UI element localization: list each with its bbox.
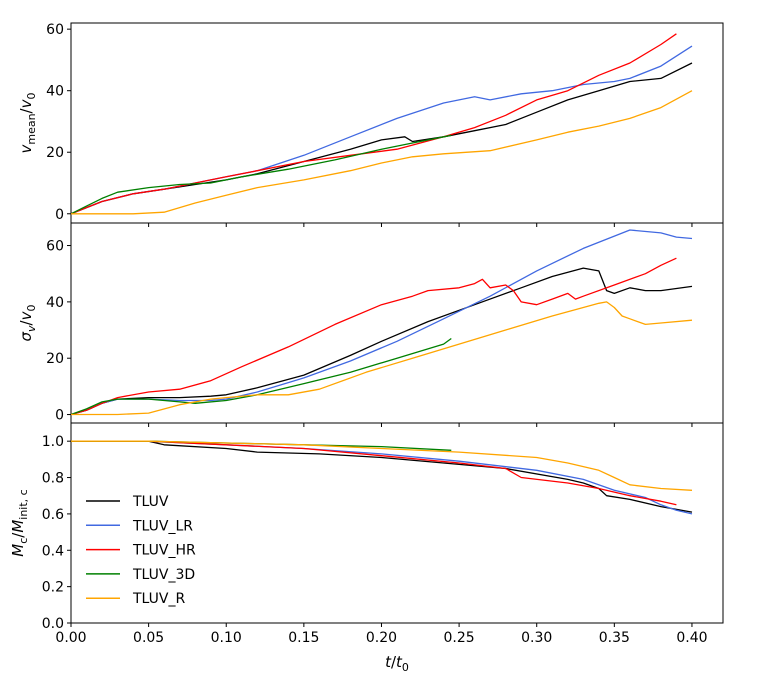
legend-label-tluv: TLUV: [132, 494, 169, 510]
legend-label-tluv-3d: TLUV_3D: [132, 567, 195, 583]
x-tick-label: 0.20: [366, 630, 397, 646]
tick-layer: 0 20 40 60 0 20 40 60 0.0 0.2 0.4 0.6 0.8 1.0 0.00 0.05…: [42, 22, 708, 646]
y-tick-label: 20: [46, 145, 64, 161]
y-tick-label: 0.8: [42, 471, 64, 487]
y-tick-label: 40: [46, 295, 64, 311]
y-tick-label: 1.0: [42, 434, 64, 450]
series-line-tluv-panel-1: [70, 62, 693, 215]
series-line-tluv-3d-panel-2: [70, 337, 452, 416]
legend-label-tluv-r: TLUV_R: [132, 591, 185, 607]
legend: TLUV TLUV_LR TLUV_HR TLUV_3D TLUV_R: [86, 494, 196, 607]
series-line-tluv-r-panel-1: [71, 90, 693, 215]
series-line-tluv-lr-panel-2: [70, 229, 693, 416]
panel-3-frame: [70, 422, 724, 624]
panel-1-ylabel: vmean/v0: [17, 92, 38, 153]
series-layer: [70, 33, 693, 515]
y-tick-label: 0.4: [42, 543, 64, 559]
y-tick-label: 40: [46, 84, 64, 100]
x-tick-label: 0.00: [55, 630, 86, 646]
series-line-tluv-r-panel-3: [71, 440, 693, 491]
panel-2-ylabel: σv/v0: [17, 305, 38, 342]
panel-1-frame: [70, 22, 724, 224]
series-line-tluv-3d-panel-1: [70, 134, 452, 215]
y-tick-label: 0.0: [42, 616, 64, 632]
x-tick-label: 0.15: [288, 630, 319, 646]
legend-label-tluv-hr: TLUV_HR: [132, 543, 196, 559]
y-tick-label: 0.2: [42, 580, 64, 596]
y-tick-label: 0: [55, 408, 64, 424]
series-line-tluv-hr-panel-3: [71, 440, 677, 506]
y-tick-label: 0: [55, 207, 64, 223]
y-tick-label: 60: [46, 22, 64, 38]
x-tick-label: 0.10: [211, 630, 242, 646]
series-line-tluv-hr-panel-1: [70, 33, 677, 215]
x-tick-label: 0.40: [676, 630, 707, 646]
panel-2-frame: [70, 222, 724, 424]
x-tick-label: 0.05: [133, 630, 164, 646]
series-line-tluv-hr-panel-2: [70, 257, 677, 416]
panel-3-ylabel: Mc/Minit, c: [9, 489, 30, 556]
legend-label-tluv-lr: TLUV_LR: [132, 518, 193, 534]
x-tick-label: 0.35: [599, 630, 630, 646]
y-tick-label: 20: [46, 351, 64, 367]
y-tick-label: 0.6: [42, 507, 64, 523]
y-tick-label: 60: [46, 239, 64, 255]
series-line-tluv-panel-2: [70, 267, 693, 416]
x-tick-label: 0.25: [444, 630, 475, 646]
x-axis-label: t/t0: [385, 653, 409, 674]
series-line-tluv-panel-3: [71, 440, 693, 513]
series-line-tluv-r-panel-2: [71, 301, 693, 416]
x-tick-label: 0.30: [521, 630, 552, 646]
